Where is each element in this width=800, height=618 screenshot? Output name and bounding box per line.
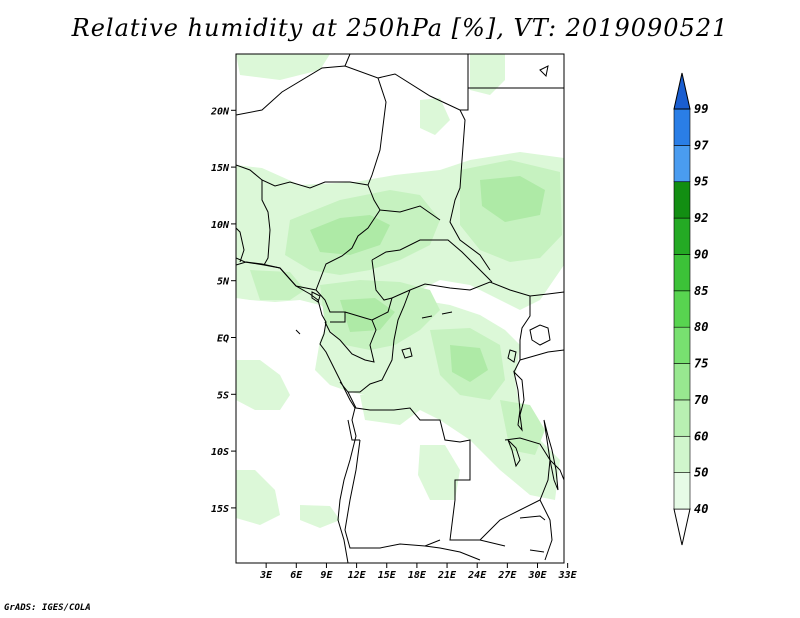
lon-tick-label: 6E (290, 570, 303, 581)
colorbar-segment (673, 435, 691, 473)
longitude-axis: 3E 6E 9E 12E 15E 18E 21E 24E 27E 30E 33E (259, 563, 578, 581)
colorbar-segment (673, 217, 691, 255)
lat-tick-label: 20N (210, 106, 230, 117)
lon-tick-label: 27E (497, 570, 517, 581)
grads-credit: GrADS: IGES/COLA (4, 603, 91, 613)
map-frame (235, 53, 565, 564)
colorbar-under-triangle (673, 508, 691, 546)
lon-tick-label: 3E (259, 570, 273, 581)
colorbar-label: 95 (694, 175, 708, 189)
lon-tick-label: 15E (378, 570, 397, 581)
colorbar-segment (673, 254, 691, 292)
lon-tick-label: 33E (558, 570, 578, 581)
colorbar-segment (673, 145, 691, 183)
colorbar-segment (673, 472, 691, 510)
colorbar-label: 80 (694, 320, 708, 334)
lon-tick-label: 9E (320, 570, 333, 581)
lat-tick-label: 10N (211, 220, 230, 231)
map-title: Relative humidity at 250hPa [%], VT: 201… (71, 14, 729, 42)
colorbar-label: 85 (694, 284, 708, 298)
lon-tick-label: 30E (527, 570, 547, 581)
colorbar-label: 97 (694, 138, 709, 152)
colorbar-label: 70 (694, 393, 708, 407)
colorbar-segment (673, 290, 691, 328)
country-borders (236, 54, 564, 561)
lat-tick-label: 10S (211, 447, 229, 458)
lat-tick-label: 15S (211, 504, 229, 515)
latitude-axis: 20N 15N 10N 5N EQ 5S 10S 15S (210, 106, 236, 515)
lat-tick-label: 5S (217, 390, 229, 401)
lon-tick-label: 12E (348, 570, 367, 581)
lat-tick-label: 5N (217, 277, 230, 288)
lon-tick-label: 21E (437, 570, 457, 581)
colorbar-segment (673, 363, 691, 401)
colorbar-over-triangle (673, 72, 691, 110)
colorbar-label: 90 (694, 247, 708, 261)
colorbar-label: 92 (694, 211, 708, 225)
colorbar-label: 50 (694, 466, 708, 480)
lon-tick-label: 18E (408, 570, 427, 581)
colorbar-segment (673, 108, 691, 146)
colorbar-segment (673, 399, 691, 437)
coastline (236, 65, 559, 563)
colorbar-segment (673, 181, 691, 219)
colorbar-label: 75 (694, 357, 708, 371)
colorbar-label: 99 (694, 102, 708, 116)
colorbar-segment (673, 326, 691, 364)
colorbar: 40 50 60 70 75 80 85 90 92 95 97 99 (673, 72, 709, 546)
lat-tick-label: EQ (217, 334, 229, 345)
lat-tick-label: 15N (211, 163, 230, 174)
humidity-shading (236, 54, 564, 528)
lon-tick-label: 24E (467, 570, 487, 581)
colorbar-label: 40 (694, 502, 708, 516)
colorbar-label: 60 (694, 429, 708, 443)
